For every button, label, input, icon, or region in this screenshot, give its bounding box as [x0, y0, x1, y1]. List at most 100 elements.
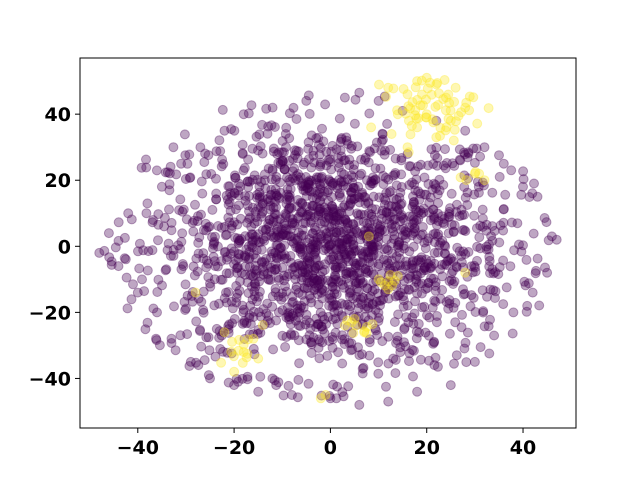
- data-point-purple: [459, 209, 470, 220]
- data-point-purple: [409, 199, 419, 210]
- data-point-purple: [313, 172, 324, 183]
- data-point-purple: [318, 207, 329, 218]
- data-point-purple: [447, 158, 458, 169]
- data-point-purple: [299, 157, 310, 168]
- data-point-purple: [347, 187, 357, 198]
- data-point-purple: [316, 287, 327, 298]
- data-point-purple: [422, 236, 433, 247]
- data-point-purple: [361, 301, 372, 312]
- data-point-purple: [213, 221, 224, 231]
- data-point-purple: [395, 211, 406, 222]
- data-point-purple: [524, 192, 535, 202]
- data-point-purple: [382, 277, 392, 288]
- data-point-yellow: [233, 345, 244, 356]
- data-point-purple: [248, 329, 259, 340]
- data-point-purple: [322, 350, 333, 361]
- data-point-purple: [275, 242, 286, 253]
- data-point-purple: [539, 213, 550, 223]
- data-point-purple: [410, 226, 420, 237]
- data-point-purple: [313, 319, 324, 330]
- data-point-purple: [311, 193, 322, 204]
- data-point-purple: [408, 197, 419, 207]
- data-point-purple: [244, 252, 255, 263]
- data-point-purple: [234, 237, 244, 248]
- data-point-purple: [312, 275, 323, 286]
- data-point-purple: [269, 375, 280, 386]
- data-point-purple: [399, 214, 409, 225]
- data-point-purple: [391, 194, 402, 205]
- data-point-purple: [347, 177, 358, 188]
- data-point-purple: [307, 192, 318, 203]
- data-point-purple: [308, 228, 319, 239]
- data-point-purple: [348, 243, 359, 254]
- data-point-purple: [231, 263, 242, 274]
- data-point-purple: [224, 319, 235, 330]
- data-point-purple: [262, 194, 273, 205]
- data-point-purple: [423, 233, 434, 244]
- data-point-purple: [357, 189, 367, 200]
- data-point-purple: [317, 266, 328, 277]
- data-point-purple: [279, 218, 290, 229]
- data-point-purple: [408, 197, 419, 208]
- data-point-purple: [244, 329, 255, 340]
- data-point-purple: [330, 327, 341, 338]
- data-point-purple: [268, 146, 279, 157]
- data-point-purple: [240, 261, 251, 272]
- data-point-purple: [152, 307, 162, 318]
- data-point-purple: [373, 236, 384, 247]
- data-point-purple: [469, 260, 480, 271]
- data-point-purple: [336, 151, 347, 162]
- data-point-purple: [267, 248, 278, 259]
- data-point-purple: [336, 243, 347, 254]
- data-point-purple: [317, 123, 327, 134]
- data-point-purple: [348, 270, 359, 280]
- data-point-purple: [329, 218, 340, 229]
- data-point-purple: [136, 162, 147, 173]
- data-point-purple: [361, 266, 372, 277]
- data-point-purple: [205, 278, 215, 289]
- data-point-purple: [223, 327, 234, 338]
- data-point-purple: [411, 263, 422, 273]
- data-point-purple: [490, 286, 501, 297]
- data-point-purple: [376, 208, 387, 219]
- data-point-purple: [271, 263, 282, 274]
- data-point-purple: [345, 194, 356, 205]
- data-point-purple: [282, 302, 293, 313]
- data-point-purple: [349, 270, 360, 281]
- data-point-purple: [432, 208, 443, 219]
- data-point-purple: [487, 187, 498, 198]
- data-point-purple: [297, 224, 308, 235]
- data-point-purple: [365, 180, 375, 191]
- data-point-purple: [229, 380, 240, 391]
- data-point-purple: [357, 292, 368, 303]
- data-point-purple: [368, 277, 379, 288]
- data-point-purple: [407, 177, 417, 188]
- data-point-purple: [509, 245, 520, 256]
- data-point-purple: [270, 259, 281, 269]
- data-point-purple: [268, 216, 279, 227]
- data-point-purple: [313, 132, 324, 143]
- data-point-purple: [230, 172, 241, 183]
- data-point-purple: [270, 174, 281, 185]
- data-point-purple: [227, 303, 238, 314]
- data-point-purple: [378, 254, 389, 265]
- data-point-purple: [355, 294, 366, 305]
- data-point-purple: [380, 172, 391, 183]
- data-point-purple: [265, 200, 276, 211]
- data-point-purple: [168, 142, 179, 153]
- data-point-purple: [429, 150, 440, 160]
- data-point-purple: [297, 243, 308, 254]
- data-point-purple: [296, 230, 307, 241]
- data-point-purple: [430, 352, 441, 363]
- data-point-purple: [360, 264, 371, 274]
- data-point-purple: [387, 248, 398, 259]
- data-point-yellow: [386, 129, 397, 139]
- data-point-purple: [429, 258, 440, 269]
- data-point-purple: [310, 245, 321, 256]
- data-point-purple: [343, 233, 353, 244]
- data-point-purple: [142, 265, 153, 276]
- data-point-purple: [223, 324, 234, 335]
- data-point-yellow: [421, 112, 432, 123]
- data-point-purple: [385, 186, 396, 196]
- data-point-purple: [484, 251, 495, 262]
